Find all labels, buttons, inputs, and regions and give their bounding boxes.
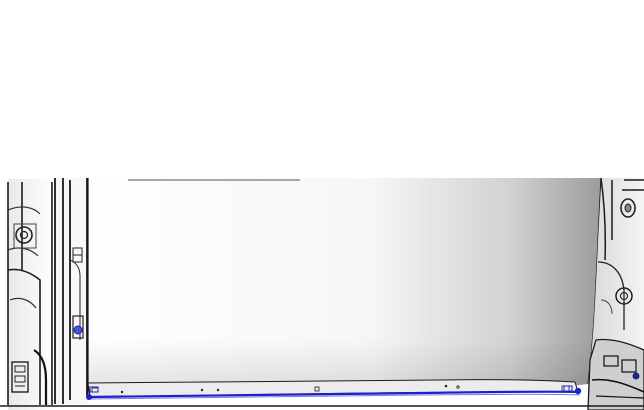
seal-strip-line (87, 390, 579, 399)
inner-left-upright (54, 178, 88, 404)
right-pillar-section (587, 177, 644, 410)
latch-cluster-icon (11, 361, 29, 393)
connector-cluster-icon (587, 338, 644, 410)
left-pillar-panel (8, 179, 55, 410)
upright-contour (69, 259, 81, 340)
fastener-mark (314, 386, 320, 392)
right-pillar-edges (600, 177, 644, 261)
seal-clip-left (89, 386, 99, 393)
fastener-mark (200, 388, 204, 392)
fastener-mark (120, 390, 124, 394)
main-panel-shade (88, 178, 601, 392)
left-pillar-edges (7, 182, 53, 405)
grommet-icon (620, 198, 636, 218)
right-pillar-detail (600, 299, 613, 315)
seal-strip-shadow (89, 393, 581, 400)
upright-edges (54, 178, 88, 404)
main-panel (87, 177, 602, 394)
bolt-head-icon (615, 287, 633, 305)
seal-strip-end-marker (574, 387, 582, 395)
upright-tab-icon (72, 247, 83, 263)
seal-clip-right (563, 385, 573, 392)
left-sill-flange (33, 349, 48, 405)
seal-strip-start-marker (86, 394, 92, 400)
grommet-seat (13, 223, 37, 249)
upright-face (55, 178, 87, 404)
right-pillar-contour (597, 261, 625, 330)
retainer-clip-icon (72, 315, 84, 339)
fastener-mark (444, 384, 448, 388)
grommet-icon (15, 226, 33, 244)
left-pillar-section (7, 179, 55, 410)
fastener-mark (456, 385, 460, 389)
highlighted-seal-strip (86, 385, 582, 400)
fastener-mark (216, 388, 220, 392)
